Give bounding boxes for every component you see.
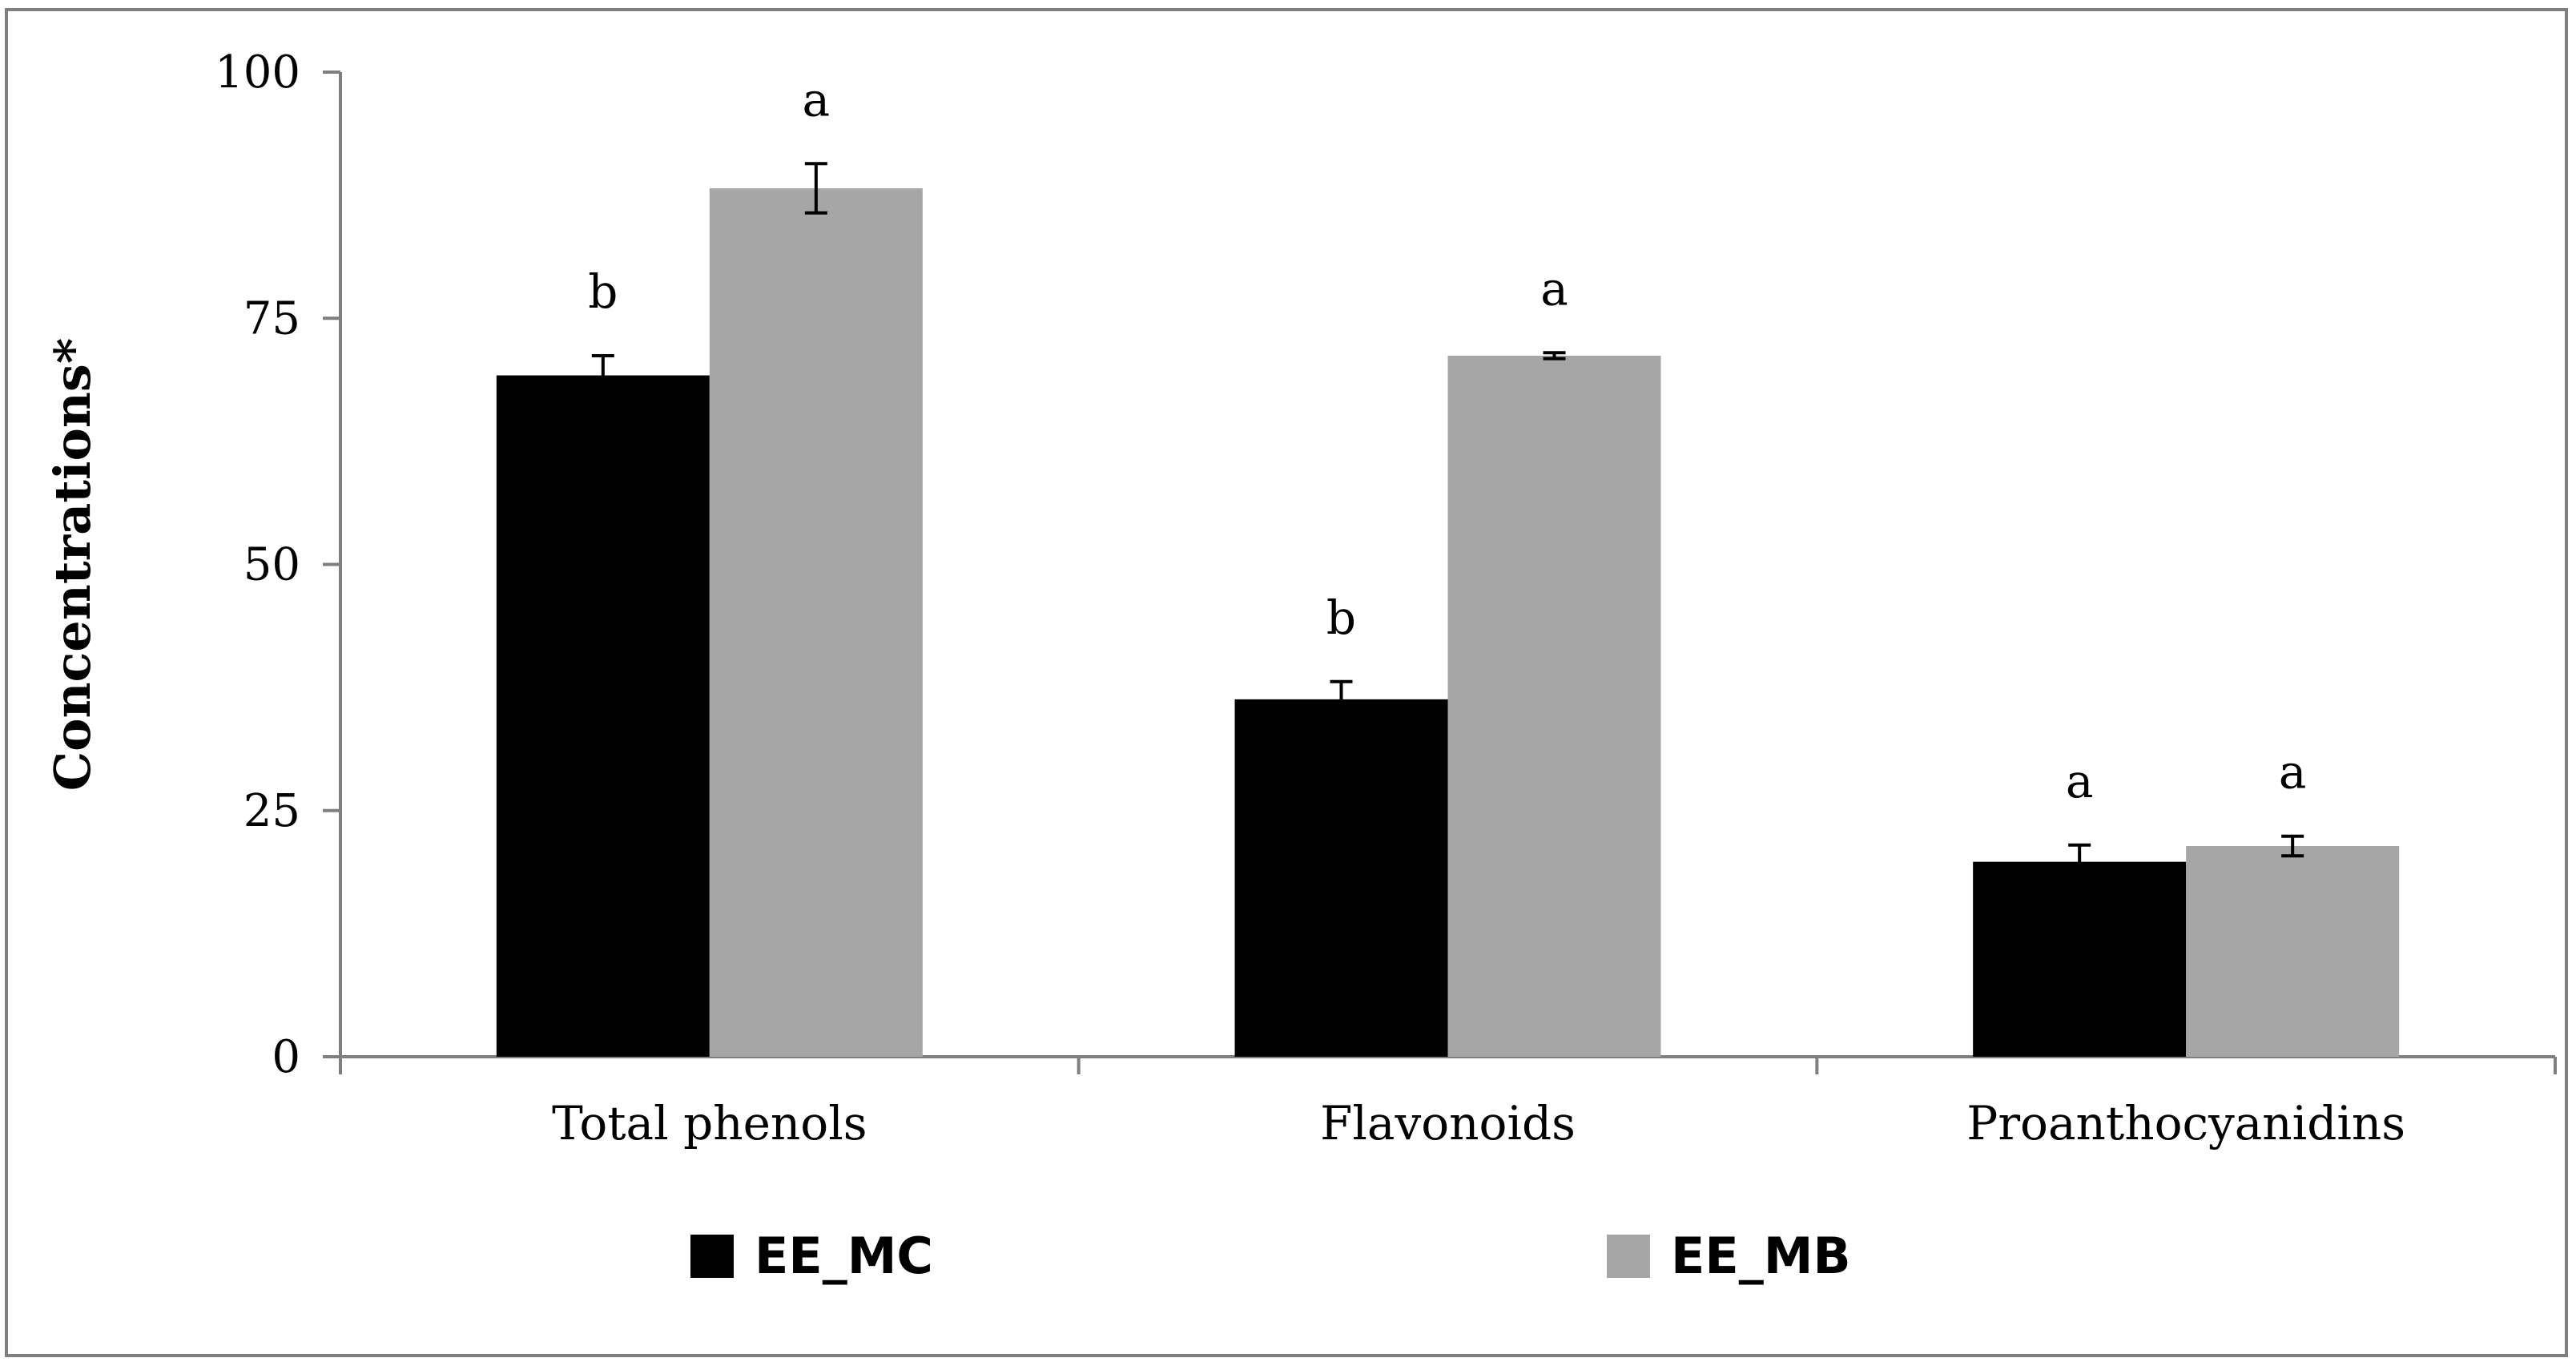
legend-label: EE_MB [1671,1227,1851,1285]
y-tick-label: 0 [272,1031,300,1083]
bar-ee-mc [496,375,710,1058]
significance-label: a [1540,261,1568,316]
significance-label: a [2279,745,2307,800]
bar-ee-mb [1447,355,1661,1057]
significance-label: a [803,72,831,127]
bar-ee-mb [2186,845,2400,1057]
legend-label: EE_MC [755,1227,933,1285]
y-axis-title: Concentrations* [43,338,102,791]
legend-swatch-ee-mb [1607,1235,1650,1278]
bar-ee-mc [1973,861,2187,1057]
significance-label: a [2066,754,2094,808]
bar-ee-mb [709,188,923,1058]
y-tick-label: 50 [244,539,300,591]
x-category-label: Total phenols [552,1096,867,1150]
significance-label: b [1326,590,1356,645]
chart-frame [5,8,2568,1357]
bar-ee-mc [1234,699,1448,1057]
y-tick-label: 25 [244,785,300,837]
y-tick-label: 75 [244,292,300,345]
y-tick-label: 100 [215,46,300,99]
x-category-label: Proanthocyanidins [1966,1096,2405,1150]
significance-label: b [588,264,618,319]
legend-swatch-ee-mc [690,1235,734,1278]
x-category-label: Flavonoids [1320,1096,1576,1150]
